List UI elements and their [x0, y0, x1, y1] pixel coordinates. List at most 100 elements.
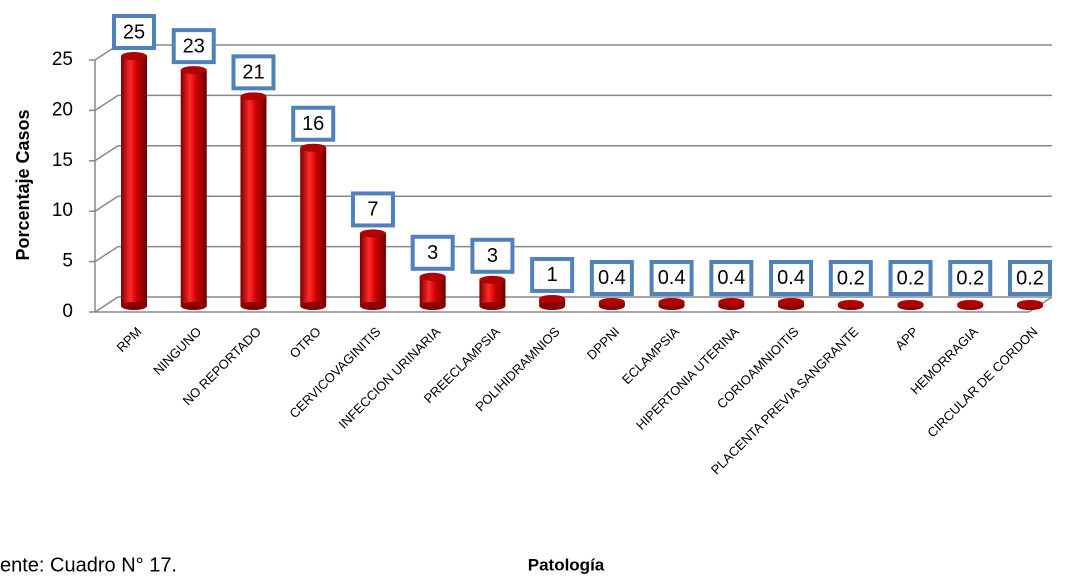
bar-top: [598, 297, 625, 306]
value-label-box: [769, 259, 814, 296]
value-label: 21: [242, 62, 264, 84]
value-label-box: [350, 191, 395, 228]
y-tick-label: 10: [52, 200, 73, 221]
y-tick-label: 25: [52, 49, 73, 70]
bar: [121, 52, 147, 310]
bar-top: [479, 275, 506, 284]
value-label: 3: [427, 242, 438, 264]
bar-body: [419, 276, 446, 306]
bar-top: [658, 297, 685, 306]
bar-body: [359, 233, 386, 306]
bar-base: [180, 302, 207, 310]
x-tick-label: ECLAMPSIA: [619, 324, 682, 387]
x-tick-label: NINGUNO: [150, 324, 204, 378]
bar-top: [419, 272, 446, 281]
value-label-box: [530, 256, 575, 293]
y-tick-label: 15: [52, 150, 73, 171]
bar-top: [539, 294, 566, 303]
bar-top: [837, 299, 864, 308]
bar-body: [240, 96, 267, 306]
bar: [240, 92, 267, 310]
value-label: 0.4: [777, 267, 805, 289]
x-tick-label: RPM: [114, 324, 145, 355]
value-label: 25: [123, 21, 145, 43]
bar-base: [121, 302, 147, 310]
value-label: 0.2: [956, 267, 984, 289]
bar-base: [539, 302, 566, 310]
x-tick-label: CIRCULAR DE CORDON: [924, 324, 1040, 440]
value-label: 3: [487, 245, 498, 267]
bar-top: [897, 299, 924, 308]
value-label-box: [410, 234, 455, 271]
bar-base: [419, 302, 446, 310]
bar-top: [359, 229, 386, 238]
bar: [479, 275, 506, 310]
value-label: 23: [183, 35, 205, 57]
y-tick-label: 20: [52, 99, 73, 120]
grid-line: [94, 145, 1052, 162]
value-label-box: [231, 54, 276, 91]
bar: [359, 229, 386, 310]
value-label-box: [649, 259, 694, 296]
x-axis-title: Patología: [528, 555, 605, 574]
grid-line: [94, 195, 1052, 212]
bar: [658, 297, 685, 310]
value-label-box: [709, 259, 754, 296]
value-label: 0.4: [717, 267, 745, 289]
value-label: 1: [547, 264, 558, 286]
bar-top: [240, 92, 267, 101]
bar: [419, 272, 446, 310]
bar-top: [1017, 299, 1043, 308]
bar-body: [479, 279, 506, 306]
x-tick-label: APP: [892, 324, 921, 353]
bar: [1017, 299, 1043, 310]
bar: [180, 66, 207, 310]
value-label-box: [291, 105, 336, 142]
value-label: 0.4: [658, 267, 686, 289]
value-label: 7: [367, 199, 378, 221]
bar: [598, 297, 625, 310]
x-tick-label: HIPERTONIA UTERINA: [633, 324, 742, 433]
bar-top: [718, 297, 745, 306]
x-tick-label: OTRO: [287, 324, 324, 361]
bar: [837, 299, 864, 310]
bar: [897, 299, 924, 310]
bar: [778, 297, 805, 310]
bar: [300, 143, 327, 310]
bar: [718, 297, 745, 310]
bar-top: [121, 52, 147, 61]
value-label: 0.2: [897, 267, 925, 289]
value-label-box: [948, 260, 993, 296]
bar-base: [359, 302, 386, 310]
bar-base: [240, 302, 267, 310]
bar: [539, 294, 566, 310]
bar-base: [300, 302, 327, 310]
bar: [957, 299, 984, 310]
grid-line: [94, 296, 1052, 313]
grid-line: [94, 245, 1052, 263]
value-label-box: [171, 28, 216, 65]
value-label-box: [888, 260, 933, 296]
x-tick-label: INFECCION URINARIA: [336, 324, 444, 432]
bar-body: [180, 70, 207, 307]
value-label-box: [1008, 260, 1052, 296]
y-axis-title: Porcentaje Casos: [13, 109, 33, 260]
source-note: ente: Cuadro N° 17.: [0, 554, 177, 576]
bar-body: [300, 147, 327, 306]
value-label: 0.4: [598, 267, 626, 289]
x-tick-label: DPPNI: [584, 324, 623, 363]
y-tick-label: 0: [62, 301, 73, 322]
grid-line: [94, 94, 1052, 112]
value-label-box: [828, 260, 873, 296]
bar-top: [957, 299, 984, 308]
value-label-box: [589, 259, 634, 296]
bar-top: [180, 66, 207, 75]
bar-body: [121, 56, 147, 307]
bar-top: [300, 143, 327, 152]
value-label: 0.2: [1016, 267, 1044, 289]
value-label-box: [112, 14, 156, 51]
bar-base: [479, 302, 506, 310]
bar-top: [778, 297, 805, 306]
value-label-box: [470, 237, 515, 274]
